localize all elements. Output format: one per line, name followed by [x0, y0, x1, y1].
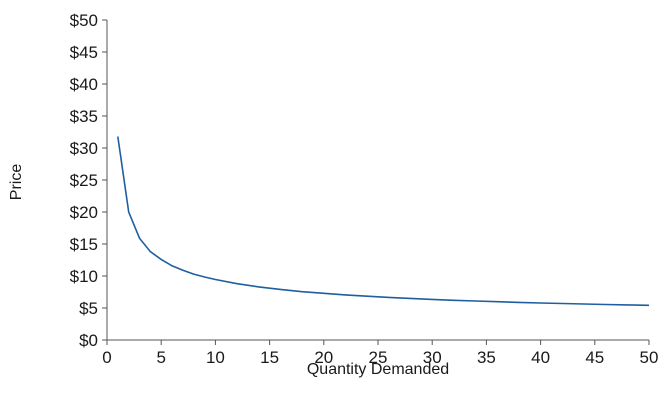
x-tick-label: 5 — [156, 348, 165, 367]
demand-curve-line — [117, 136, 650, 307]
y-tick-label: $30 — [70, 139, 98, 158]
y-tick-label: $15 — [70, 235, 98, 254]
x-tick-label: 50 — [640, 348, 659, 367]
y-axis: $0 $5 $10 $15 $20 $25 $30 $35 $40 $45 $50 — [70, 11, 108, 350]
x-tick-label: 30 — [423, 348, 442, 367]
y-tick-label: $45 — [70, 43, 98, 62]
x-tick-label: 40 — [531, 348, 550, 367]
x-tick-label: 15 — [260, 348, 279, 367]
x-tick-label: 0 — [102, 348, 111, 367]
x-tick-label: 10 — [206, 348, 225, 367]
series-layer — [117, 136, 650, 307]
x-tick-label: 35 — [477, 348, 496, 367]
y-tick-label: $50 — [70, 11, 98, 30]
y-tick-label: $0 — [79, 331, 98, 350]
y-axis-title: Price — [8, 164, 25, 201]
x-axis: 0 5 10 15 20 25 30 35 40 45 50 — [102, 339, 659, 367]
y-tick-label: $20 — [70, 203, 98, 222]
x-tick-label: 45 — [585, 348, 604, 367]
y-tick-label: $40 — [70, 75, 98, 94]
y-tick-label: $10 — [70, 267, 98, 286]
y-tick-label: $25 — [70, 171, 98, 190]
y-tick-label: $5 — [79, 299, 98, 318]
x-axis-title: Quantity Demanded — [307, 361, 449, 378]
y-tick-label: $35 — [70, 107, 98, 126]
x-tick-label: 25 — [369, 348, 388, 367]
x-tick-label: 20 — [314, 348, 333, 367]
